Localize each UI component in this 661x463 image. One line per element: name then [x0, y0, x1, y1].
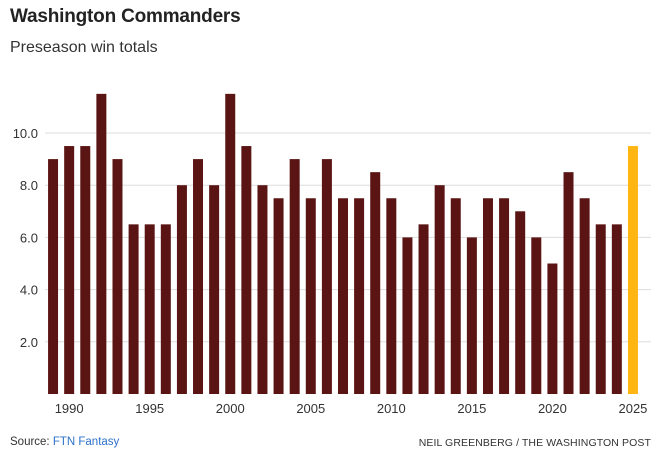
- bar: [257, 185, 268, 394]
- bar: [48, 159, 59, 394]
- bar: [466, 237, 477, 394]
- bar: [80, 146, 91, 394]
- bar: [209, 185, 220, 394]
- bar-chart: 2.0 4.0 6.0 8.0 10.0 1990 1995 2000 2005 2010 2015…: [13, 93, 651, 416]
- bar: [611, 224, 622, 394]
- bar: [144, 224, 155, 394]
- y-tick-label: 10.0: [13, 126, 38, 141]
- y-tick-label: 8.0: [20, 178, 38, 193]
- x-tick-label: 2020: [538, 401, 567, 416]
- bar: [354, 198, 365, 394]
- bar: [370, 172, 381, 394]
- bar: [338, 198, 348, 394]
- x-tick-label: 2025: [618, 401, 647, 416]
- bar: [579, 198, 590, 394]
- bar: [225, 93, 236, 394]
- bar: [112, 159, 123, 394]
- source-note: Source: FTN Fantasy: [10, 436, 119, 448]
- y-tick-label: 2.0: [20, 335, 38, 350]
- bar: [595, 224, 606, 394]
- bar: [515, 211, 526, 394]
- bar: [450, 198, 461, 394]
- bar: [176, 185, 187, 394]
- bar: [531, 237, 542, 394]
- bar: [482, 198, 493, 394]
- x-tick-label: 1995: [135, 401, 164, 416]
- chart-subtitle: Preseason win totals: [10, 39, 158, 56]
- bar: [499, 198, 510, 394]
- x-tick-label: 1990: [55, 401, 84, 416]
- bar: [305, 198, 316, 394]
- source-prefix: Source:: [10, 436, 53, 448]
- bar: [160, 224, 171, 394]
- x-tick-label: 2000: [216, 401, 245, 416]
- bar: [402, 237, 413, 394]
- bar: [241, 146, 252, 394]
- bar: [96, 93, 107, 394]
- bar: [289, 159, 300, 394]
- bar: [547, 263, 558, 394]
- bar: [321, 159, 332, 394]
- source-link[interactable]: FTN Fantasy: [52, 436, 120, 448]
- y-tick-label: 4.0: [20, 283, 38, 298]
- y-tick-label: 6.0: [20, 230, 38, 245]
- x-tick-label: 2010: [377, 401, 406, 416]
- bar: [193, 159, 204, 394]
- bar: [563, 172, 574, 394]
- bar: [273, 198, 284, 394]
- bar: [418, 224, 429, 394]
- bar: [386, 198, 397, 394]
- chart-title: Washington Commanders: [10, 6, 241, 27]
- bar: [64, 146, 75, 394]
- x-tick-label: 2005: [296, 401, 325, 416]
- bar: [128, 224, 139, 394]
- x-tick-label: 2015: [457, 401, 486, 416]
- bar-highlight: [627, 146, 638, 394]
- credit-line: NEIL GREENBERG / THE WASHINGTON POST: [418, 437, 651, 449]
- bar: [434, 185, 445, 394]
